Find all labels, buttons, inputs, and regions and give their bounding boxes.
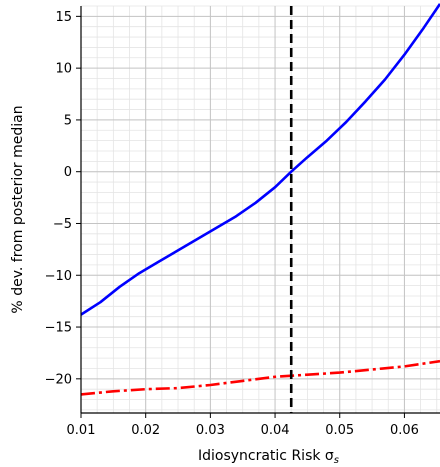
series-line-1 [80,3,440,316]
ticks: 0.01 0.02 0.03 0.04 0.05 0.06 15 10 5 0 −5 −10 −15 −2… [45,10,419,438]
x-tick-label: 0.06 [390,423,419,438]
y-tick-label: 5 [64,113,72,128]
y-tick-label: −15 [45,321,72,336]
y-tick-label: 10 [55,62,72,77]
y-tick-label: −10 [45,269,72,284]
y-axis-label: % dev. from posterior median [10,105,26,313]
x-tick-label: 0.03 [196,423,225,438]
y-tick-label: 0 [64,165,72,180]
series-layer [80,3,440,396]
y-tick-label: −5 [53,217,72,232]
x-tick-label: 0.01 [67,423,96,438]
y-tick-label: 15 [55,10,72,25]
axes [80,6,440,414]
x-tick-label: 0.04 [261,423,290,438]
y-tick-label: −20 [45,372,72,387]
series-line-2 [80,359,440,396]
x-tick-label: 0.05 [325,423,354,438]
x-axis-label: Idiosyncratic Risk σs [198,448,339,466]
x-tick-label: 0.02 [131,423,160,438]
grid [80,5,440,413]
